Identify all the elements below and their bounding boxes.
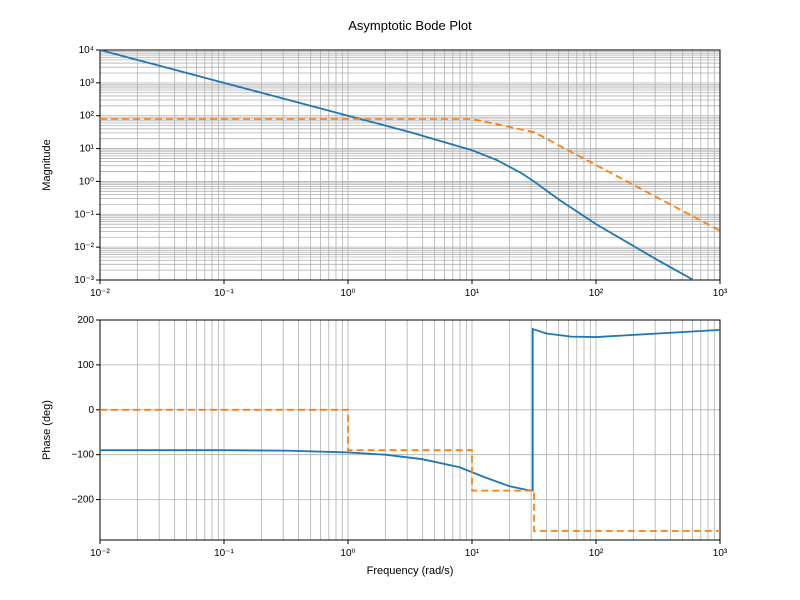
y-tick-label: 10⁻¹ [74, 209, 94, 220]
x-tick-label: 10⁻¹ [214, 548, 234, 559]
bode-plot-figure: 10⁻³ 10⁻² 10⁻¹ 10⁰ 10¹ 10² 10³ 10⁴ 10⁻² 10⁻¹ 10⁰ 10… [0, 0, 800, 600]
y-tick-label: 0 [88, 405, 94, 416]
x-axis-label: Frequency (rad/s) [367, 565, 454, 577]
x-tick-label: 10⁻² [90, 548, 110, 559]
y-tick-label: 10⁻² [74, 242, 94, 253]
y-tick-label: 10¹ [80, 144, 95, 155]
magnitude-ylabel: Magnitude [41, 139, 53, 190]
y-tick-label: −200 [71, 495, 94, 506]
y-tick-label: 10⁴ [79, 45, 94, 56]
series-actual [100, 50, 720, 295]
x-tick-label: 10⁻¹ [214, 288, 234, 299]
x-tick-label: 10³ [713, 548, 728, 559]
y-tick-label: 200 [77, 315, 94, 326]
x-tick-label: 10¹ [465, 288, 480, 299]
x-tick-label: 10² [589, 288, 604, 299]
x-tick-label: 10¹ [465, 548, 480, 559]
x-tick-label: 10² [589, 548, 604, 559]
y-tick-label: 10⁰ [79, 176, 94, 187]
x-tick-label: 10⁰ [340, 288, 355, 299]
chart-canvas: 10⁻³ 10⁻² 10⁻¹ 10⁰ 10¹ 10² 10³ 10⁴ 10⁻² 10⁻¹ 10⁰ 10… [0, 0, 800, 600]
x-tick-label: 10⁻² [90, 288, 110, 299]
phase-ylabel: Phase (deg) [41, 400, 53, 460]
figure-title: Asymptotic Bode Plot [348, 18, 472, 33]
y-tick-label: 100 [77, 360, 94, 371]
y-tick-label: −100 [71, 450, 94, 461]
y-tick-label: 10² [80, 111, 95, 122]
series-asymptotic [100, 410, 720, 531]
x-tick-label: 10³ [713, 288, 728, 299]
y-tick-label: 10³ [80, 78, 95, 89]
y-tick-label: 10⁻³ [74, 275, 94, 286]
x-tick-label: 10⁰ [340, 548, 355, 559]
